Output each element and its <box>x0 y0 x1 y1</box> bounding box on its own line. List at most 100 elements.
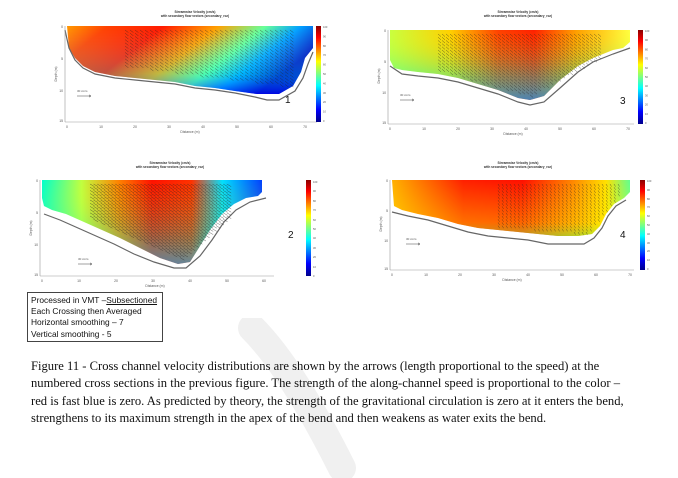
flow-vector <box>212 225 217 229</box>
flow-vector <box>581 59 586 63</box>
flow-vector <box>107 222 113 226</box>
flow-vector <box>541 209 544 213</box>
flow-vector <box>517 222 520 226</box>
flow-vector <box>174 42 179 46</box>
flow-vector <box>169 219 174 222</box>
flow-vector <box>140 187 145 190</box>
flow-vector <box>149 33 154 36</box>
flow-vector <box>473 62 478 66</box>
svg-text:20: 20 <box>645 103 648 107</box>
flow-vector <box>187 199 192 203</box>
panel-1: Streamwise Velocity (cm/s) with secondar… <box>54 8 335 138</box>
flow-vector <box>269 81 274 84</box>
panel-title: Streamwise Velocity (cm/s) with secondar… <box>483 10 553 18</box>
flow-vector <box>517 88 522 92</box>
flow-vector <box>125 212 131 216</box>
flow-vector <box>525 65 530 69</box>
flow-vector <box>100 206 106 210</box>
flow-vector <box>545 212 548 216</box>
flow-vector <box>577 49 582 53</box>
flow-vector <box>453 49 458 53</box>
flow-vector <box>605 203 608 206</box>
flow-vector <box>565 65 570 69</box>
flow-vector <box>144 36 149 40</box>
flow-vector <box>224 55 229 59</box>
flow-vector <box>465 62 470 66</box>
flow-vector <box>89 190 95 194</box>
flow-vector <box>565 183 568 187</box>
flow-vector <box>224 71 229 75</box>
flow-vector <box>525 85 530 88</box>
flow-vector <box>122 203 127 206</box>
flow-vector <box>613 190 616 194</box>
flow-vector <box>239 55 244 59</box>
flow-vector <box>264 61 269 65</box>
flow-vector <box>269 49 274 52</box>
flow-vector <box>465 46 470 50</box>
flow-vector <box>533 72 538 76</box>
x-ticks: 0 10 20 30 40 50 60 <box>41 279 266 283</box>
flow-vector <box>143 206 149 210</box>
flow-vector <box>589 187 592 190</box>
flow-vector <box>215 203 221 206</box>
flow-vector <box>457 72 462 76</box>
y-axis-label: Depth (m) <box>377 68 381 83</box>
flow-vector <box>169 42 174 46</box>
flow-vector <box>569 59 574 63</box>
flow-vector <box>593 193 596 197</box>
flow-vector <box>445 46 450 50</box>
flow-vector <box>541 46 546 50</box>
flow-vector <box>469 46 474 50</box>
flow-vector <box>89 199 95 203</box>
flow-vector <box>89 193 95 197</box>
flow-vector <box>219 55 224 59</box>
flow-vector <box>521 37 526 40</box>
flow-vector <box>565 196 568 200</box>
flow-vector <box>549 43 554 47</box>
flow-vector <box>437 53 442 56</box>
y-tick: 15 <box>34 273 38 277</box>
colorbar-ticks: 100 90 80 70 60 50 40 30 20 10 0 <box>313 181 318 279</box>
flow-vector <box>449 46 454 50</box>
flow-vector <box>505 203 508 206</box>
flow-vector <box>172 228 178 232</box>
flow-vector <box>589 183 592 187</box>
flow-vector <box>249 58 254 62</box>
flow-vector <box>165 219 171 222</box>
flow-vector <box>525 56 530 60</box>
flow-vector <box>169 187 174 190</box>
flow-vector <box>197 183 203 187</box>
flow-vector <box>537 88 542 92</box>
flow-vector <box>537 33 542 37</box>
y-tick: 5 <box>384 60 386 64</box>
flow-vector <box>154 212 160 216</box>
flow-vector <box>199 36 204 40</box>
flow-vector <box>190 199 196 203</box>
flow-vector <box>521 75 526 79</box>
flow-vector <box>577 222 580 226</box>
flow-vector <box>577 46 582 50</box>
flow-vector <box>169 52 174 56</box>
flow-vector <box>129 58 134 62</box>
flow-vector <box>501 37 506 40</box>
flow-vector <box>149 61 154 65</box>
flow-vector <box>597 40 602 44</box>
flow-vector <box>573 49 578 53</box>
flow-vector <box>289 55 294 59</box>
flow-vector <box>541 69 546 72</box>
flow-vector <box>513 187 516 190</box>
flow-vector <box>169 241 174 245</box>
flow-vector <box>212 196 217 200</box>
flow-vector <box>501 183 504 187</box>
flow-vector <box>139 39 144 43</box>
flow-vector <box>557 199 560 203</box>
flow-vector <box>190 209 196 213</box>
flow-vector <box>549 81 554 85</box>
flow-vector <box>537 59 542 63</box>
flow-vector <box>129 235 135 238</box>
flow-vector <box>589 215 592 219</box>
flow-vector <box>143 212 149 216</box>
flow-vector <box>226 190 232 194</box>
flow-vector <box>557 203 560 206</box>
flow-vector <box>179 241 185 245</box>
